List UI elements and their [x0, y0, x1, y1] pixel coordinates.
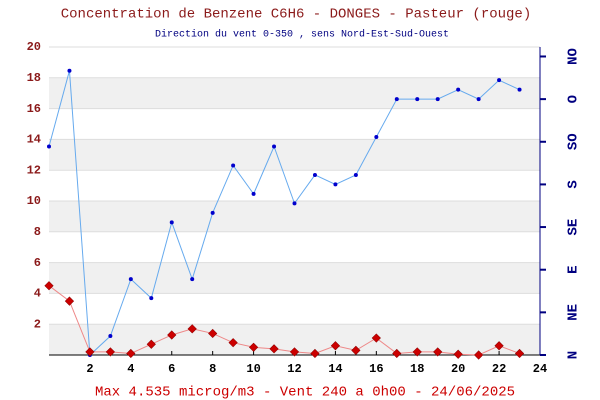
y-tick-label: 18	[27, 71, 41, 85]
point	[474, 350, 484, 360]
chart-footer: Max 4.535 microg/m3 - Vent 240 a 0h00 - …	[95, 385, 515, 400]
y-tick-label: 6	[34, 256, 41, 270]
point	[64, 296, 75, 306]
point	[149, 296, 154, 301]
x-tick-label: 20	[451, 362, 465, 376]
y-tick-label: 10	[27, 194, 41, 208]
point	[108, 334, 113, 339]
point	[208, 328, 218, 339]
point	[187, 324, 197, 334]
x-tick-label: 22	[492, 362, 506, 376]
point	[228, 338, 238, 348]
chart-title: Concentration de Benzene C6H6 - DONGES -…	[61, 7, 531, 23]
y-tick-label: 20	[27, 40, 41, 54]
point	[128, 277, 133, 282]
x-tick-label: 16	[369, 362, 383, 376]
y-tick-label: 16	[27, 102, 41, 116]
point	[374, 135, 379, 140]
x-tick-label: 8	[209, 362, 216, 376]
point	[494, 341, 504, 351]
point	[210, 210, 215, 215]
chart-subtitle: Direction du vent 0-350 , sens Nord-Est-…	[155, 29, 449, 41]
point	[312, 172, 317, 177]
point	[310, 348, 320, 359]
y2-tick-label: NO	[566, 48, 582, 65]
point	[353, 172, 358, 177]
series-line	[48, 70, 520, 357]
grid-band	[49, 262, 540, 294]
point	[371, 333, 381, 343]
y2-tick-label: N	[566, 351, 582, 359]
y-tick-label: 8	[34, 225, 41, 239]
point	[453, 349, 463, 359]
point	[105, 347, 115, 357]
x-tick-label: 10	[246, 362, 260, 376]
y2-tick-label: E	[566, 266, 582, 274]
point	[456, 87, 461, 92]
point	[292, 201, 297, 206]
point	[251, 191, 256, 196]
y2-tick-label: SO	[566, 133, 582, 150]
point	[412, 347, 422, 357]
x-tick-label: 18	[410, 362, 424, 376]
point	[330, 341, 341, 351]
grid-band	[49, 201, 540, 232]
point	[126, 348, 136, 359]
x-tick-label: 14	[328, 362, 342, 376]
y2-tick-label: O	[566, 95, 582, 103]
point	[269, 344, 279, 354]
point	[392, 348, 402, 359]
y2-tick-label: SE	[566, 219, 582, 236]
y-tick-label: 14	[27, 133, 41, 147]
y2-tick-label: NE	[566, 304, 582, 321]
x-tick-label: 12	[287, 362, 301, 376]
point	[44, 281, 54, 291]
grid-band	[49, 139, 540, 171]
point	[514, 348, 525, 359]
point	[497, 78, 502, 83]
point	[169, 220, 174, 225]
point	[67, 68, 72, 73]
y-tick-label: 4	[34, 287, 41, 301]
point	[435, 97, 440, 102]
point	[394, 97, 399, 102]
x-tick-label: 6	[168, 362, 175, 376]
point	[146, 339, 156, 349]
point	[415, 97, 420, 102]
point	[517, 87, 522, 92]
point	[272, 144, 277, 149]
point	[248, 342, 259, 352]
point	[231, 163, 236, 168]
point	[351, 345, 361, 355]
x-tick-label: 24	[533, 362, 547, 376]
point	[167, 330, 177, 340]
y2-tick-label: S	[566, 180, 582, 188]
point	[85, 347, 95, 357]
x-tick-label: 4	[127, 362, 134, 376]
point	[289, 347, 300, 357]
grid-band	[49, 77, 540, 109]
point	[190, 277, 195, 282]
x-tick-label: 2	[86, 362, 93, 376]
point	[333, 182, 338, 187]
point	[47, 144, 51, 149]
y-tick-label: 12	[27, 163, 41, 177]
y-tick-label: 2	[34, 317, 41, 331]
point	[476, 97, 481, 102]
point	[433, 347, 443, 357]
